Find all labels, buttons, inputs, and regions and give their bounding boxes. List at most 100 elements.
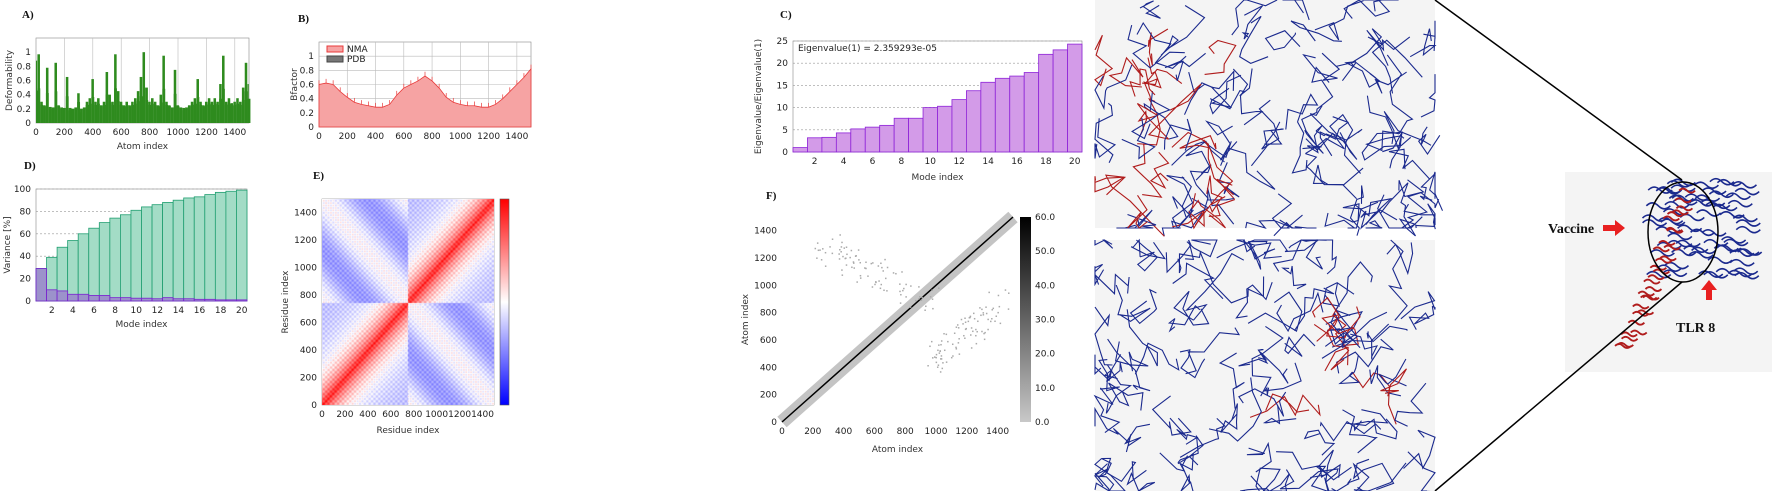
bar xyxy=(864,126,881,153)
vaccine-chain-trace xyxy=(1142,68,1183,86)
tlr8-chain-trace xyxy=(1094,306,1113,366)
bar-base xyxy=(119,104,123,123)
bar-base xyxy=(244,91,248,123)
individual-bar xyxy=(35,268,47,302)
bar-base xyxy=(213,103,217,123)
contact-point xyxy=(982,312,985,314)
x-tick-label: 1400 xyxy=(471,410,494,420)
tlr8-chain-trace xyxy=(1370,0,1399,12)
x-tick-label: 1000 xyxy=(925,427,948,437)
vaccine-chain-trace xyxy=(1191,193,1226,229)
contact-point xyxy=(984,331,986,334)
tlr8-ribbon xyxy=(1727,269,1753,278)
bar-base xyxy=(148,104,152,123)
contact-point xyxy=(871,286,874,288)
vaccine-ribbon xyxy=(1616,342,1634,348)
tlr8-chain-trace xyxy=(1239,15,1269,65)
tlr8-chain-trace xyxy=(1360,209,1398,230)
contact-point xyxy=(939,371,942,373)
bar xyxy=(835,132,852,153)
vaccine-chain-trace xyxy=(1171,131,1234,196)
tlr8-chain-trace xyxy=(1409,28,1437,58)
y-tick-label: 200 xyxy=(300,374,317,384)
tlr8-chain-trace xyxy=(1183,71,1215,115)
tlr8-chain-trace xyxy=(1322,281,1355,307)
y-tick-label: 100 xyxy=(14,185,31,195)
contact-point xyxy=(924,309,926,311)
vaccine-chain-trace xyxy=(1203,139,1234,206)
x-tick-label: 2 xyxy=(49,306,55,316)
tlr8-chain-trace xyxy=(1394,382,1427,427)
colorbar-tick-label: 20.0 xyxy=(1035,350,1055,360)
contact-point xyxy=(940,355,943,357)
contact-point xyxy=(938,287,940,289)
tlr8-chain-trace xyxy=(1386,54,1414,135)
tlr8-chain-trace xyxy=(1236,239,1282,259)
bar xyxy=(922,107,938,153)
tlr8-ribbon xyxy=(1693,181,1719,190)
contact-point xyxy=(903,287,905,290)
tlr8-ribbon xyxy=(1667,232,1693,241)
contact-point xyxy=(824,251,827,254)
tlr8-chain-trace xyxy=(1304,239,1323,270)
tlr8-ribbon xyxy=(1727,199,1753,208)
tlr8-chain-trace xyxy=(1387,239,1408,321)
contact-point xyxy=(918,298,920,300)
bar xyxy=(850,128,866,153)
vaccine-chain-trace xyxy=(1094,176,1125,193)
individual-bar xyxy=(130,297,142,302)
diagonal-line xyxy=(781,216,1014,423)
bar-base xyxy=(139,96,143,123)
tlr8-chain-trace xyxy=(1251,325,1284,397)
contact-point xyxy=(932,357,934,359)
vaccine-ribbon xyxy=(1637,290,1655,297)
bar xyxy=(951,99,967,153)
vaccine-chain-trace xyxy=(1311,296,1355,335)
contact-point xyxy=(988,291,990,294)
bar-base xyxy=(173,93,177,123)
contact-point xyxy=(831,252,834,255)
tlr8-ribbon xyxy=(1703,271,1729,279)
y-tick-label: 400 xyxy=(760,363,777,373)
tlr8-ribbon xyxy=(1731,181,1758,189)
contact-point xyxy=(952,355,954,357)
vaccine-ribbon xyxy=(1647,274,1665,281)
tlr8-chain-trace xyxy=(1093,387,1121,434)
vaccine-ribbon xyxy=(1662,215,1680,222)
bar-base xyxy=(48,106,52,123)
tlr8-chain-trace xyxy=(1238,349,1269,367)
vaccine-arrow-icon xyxy=(1603,220,1625,236)
tlr8-chain-trace xyxy=(1151,395,1192,436)
contact-point xyxy=(958,353,961,355)
legend-label-nma: NMA xyxy=(347,45,368,55)
tlr8-chain-trace xyxy=(1134,342,1180,375)
contact-point xyxy=(886,266,889,269)
x-tick-label: 8 xyxy=(112,306,118,316)
bar-base xyxy=(239,104,242,123)
bar-base xyxy=(168,106,171,123)
tlr8-chain-trace xyxy=(1354,197,1393,225)
tlr8-chain-trace xyxy=(1350,28,1385,67)
tlr8-chain-trace xyxy=(1312,164,1364,186)
y-axis-label: Deformability xyxy=(5,49,15,111)
bar-base xyxy=(133,103,137,123)
contact-point xyxy=(846,253,848,256)
y-tick-label: 0.8 xyxy=(17,62,32,72)
bar-base xyxy=(128,106,132,123)
contact-point xyxy=(854,255,857,257)
tlr8-chain-trace xyxy=(1094,239,1114,249)
tlr8-chain-trace xyxy=(1318,239,1337,275)
x-tick-label: 1000 xyxy=(449,132,472,142)
contact-point xyxy=(853,267,856,269)
individual-bar xyxy=(67,293,79,302)
contact-point xyxy=(877,265,880,267)
contact-point xyxy=(884,258,886,261)
bar-base xyxy=(190,104,194,123)
bar-base xyxy=(179,107,183,123)
individual-bar xyxy=(162,297,174,302)
contact-point xyxy=(964,337,966,339)
tlr8-chain-trace xyxy=(1218,352,1245,409)
bar-base xyxy=(57,106,61,123)
y-tick-label: 20 xyxy=(20,275,32,285)
tlr8-chain-trace xyxy=(1208,377,1262,442)
